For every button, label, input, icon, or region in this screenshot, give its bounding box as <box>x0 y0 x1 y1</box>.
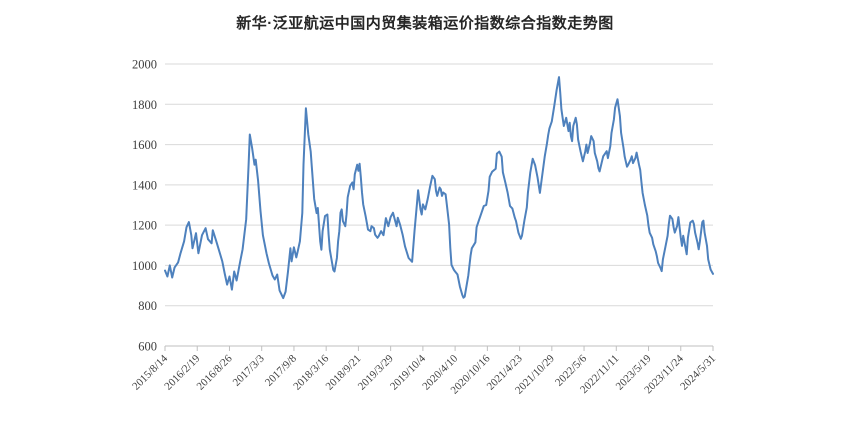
y-axis-label: 1600 <box>132 138 157 152</box>
y-axis-label: 1000 <box>132 259 157 273</box>
y-axis-label: 600 <box>138 340 157 354</box>
index-series-line <box>164 76 714 300</box>
x-axis-label: 2024/5/31 <box>678 353 718 393</box>
y-axis-label: 1200 <box>132 219 157 233</box>
y-axis-label: 800 <box>138 299 157 313</box>
x-axis-label: 2016/8/26 <box>195 352 235 392</box>
chart-title: 新华·泛亚航运中国内贸集装箱运价指数综合指数走势图 <box>236 15 614 32</box>
x-axis-label: 2017/3/3 <box>231 352 267 388</box>
y-axis-label: 1800 <box>132 98 157 112</box>
y-axis-label: 1400 <box>132 178 157 192</box>
y-axis-label: 2000 <box>132 58 157 72</box>
